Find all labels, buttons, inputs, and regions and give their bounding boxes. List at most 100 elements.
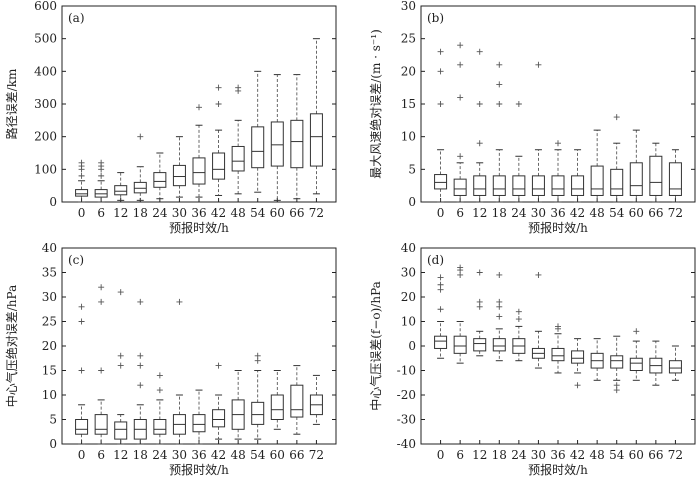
outlier-point <box>196 104 202 111</box>
outlier-point <box>437 281 444 288</box>
outlier-point <box>457 264 464 271</box>
outlier-point <box>98 172 105 179</box>
box-12h <box>114 172 128 201</box>
box-18h <box>492 271 506 362</box>
outlier-point <box>476 140 483 147</box>
y-tick-label: 5 <box>49 413 57 427</box>
x-tick-label: 6 <box>97 448 105 462</box>
box-30h <box>172 298 186 445</box>
box-iqr <box>610 355 624 369</box>
y-axis-label: 中心气压绝对误差/hPa <box>4 285 19 407</box>
box-48h <box>231 84 245 195</box>
box-72h <box>668 345 682 381</box>
outlier-point <box>437 274 444 281</box>
outlier-point <box>496 271 503 278</box>
box-0h <box>75 303 89 445</box>
box-72h <box>668 149 682 203</box>
x-tick-label: 0 <box>78 448 86 462</box>
x-tick-label: 18 <box>133 206 148 220</box>
x-tick-label: 0 <box>437 448 445 462</box>
x-tick-label: 54 <box>250 448 266 462</box>
y-tick-label: 5 <box>408 162 416 176</box>
box-iqr <box>492 175 506 196</box>
box-iqr <box>629 357 643 371</box>
box-66h <box>290 365 304 435</box>
outlier-point <box>254 352 261 359</box>
panel-label: (a) <box>68 11 85 25</box>
outlier-point <box>235 84 242 91</box>
outlier-point <box>117 289 124 296</box>
outlier-point <box>437 306 444 313</box>
box-30h <box>531 271 545 369</box>
x-tick-label: 42 <box>570 448 585 462</box>
outlier-point <box>78 318 85 325</box>
outlier-point <box>437 48 444 55</box>
x-tick-label: 12 <box>472 206 487 220</box>
x-axis-label: 预报时效/h <box>528 220 588 235</box>
x-tick-label: 24 <box>511 448 527 462</box>
outlier-point <box>78 303 85 310</box>
outlier-point <box>496 101 503 107</box>
x-tick-label: 42 <box>570 206 585 220</box>
y-tick-label: 10 <box>42 388 57 402</box>
y-axis-label: 路径误差/km <box>4 68 19 139</box>
outlier-point <box>515 316 522 323</box>
outlier-point <box>437 68 444 75</box>
y-tick-label: 0 <box>408 195 416 209</box>
box-12h <box>114 289 128 445</box>
box-60h <box>270 370 284 430</box>
outlier-point <box>117 352 124 359</box>
box-iqr <box>270 121 284 167</box>
box-iqr <box>571 350 585 364</box>
x-axis-label: 预报时效/h <box>528 462 588 477</box>
box-iqr <box>551 347 565 362</box>
box-0h <box>75 159 89 203</box>
x-axis-label: 预报时效/h <box>169 462 229 477</box>
box-6h <box>94 159 108 203</box>
x-tick-label: 66 <box>289 448 304 462</box>
box-54h <box>610 335 624 394</box>
panel-label: (c) <box>68 253 84 267</box>
y-tick-label: 30 <box>401 266 416 280</box>
box-iqr <box>434 335 448 349</box>
box-iqr <box>153 419 167 435</box>
box-iqr <box>94 414 108 435</box>
box-18h <box>133 298 147 445</box>
box-54h <box>610 114 624 203</box>
outlier-point <box>457 94 464 101</box>
box-iqr <box>434 174 448 190</box>
outlier-point <box>137 133 144 140</box>
y-tick-label: 300 <box>34 97 57 111</box>
box-60h <box>270 74 284 201</box>
y-tick-label: 20 <box>401 290 416 304</box>
outlier-point <box>535 271 542 278</box>
x-tick-label: 24 <box>152 448 168 462</box>
box-30h <box>531 61 545 203</box>
box-iqr <box>251 126 265 169</box>
box-iqr <box>114 421 128 440</box>
outlier-point <box>98 159 105 166</box>
box-iqr <box>251 401 265 425</box>
x-tick-label: 48 <box>590 448 605 462</box>
box-iqr <box>153 172 167 188</box>
outlier-point <box>496 81 503 88</box>
x-tick-label: 60 <box>270 206 285 220</box>
panel-label: (d) <box>427 253 444 267</box>
box-iqr <box>114 185 128 196</box>
outlier-point <box>476 101 483 107</box>
outlier-point <box>215 84 222 91</box>
box-iqr <box>649 155 663 196</box>
outlier-point <box>515 101 522 107</box>
x-tick-label: 36 <box>550 448 565 462</box>
x-tick-label: 0 <box>78 206 86 220</box>
box-42h <box>571 149 585 203</box>
box-iqr <box>590 165 604 196</box>
box-48h <box>231 370 245 440</box>
x-tick-label: 6 <box>456 448 464 462</box>
outlier-point <box>98 298 105 305</box>
panel-label: (b) <box>427 11 444 25</box>
plot-frame <box>420 5 696 203</box>
box-36h <box>192 104 206 198</box>
